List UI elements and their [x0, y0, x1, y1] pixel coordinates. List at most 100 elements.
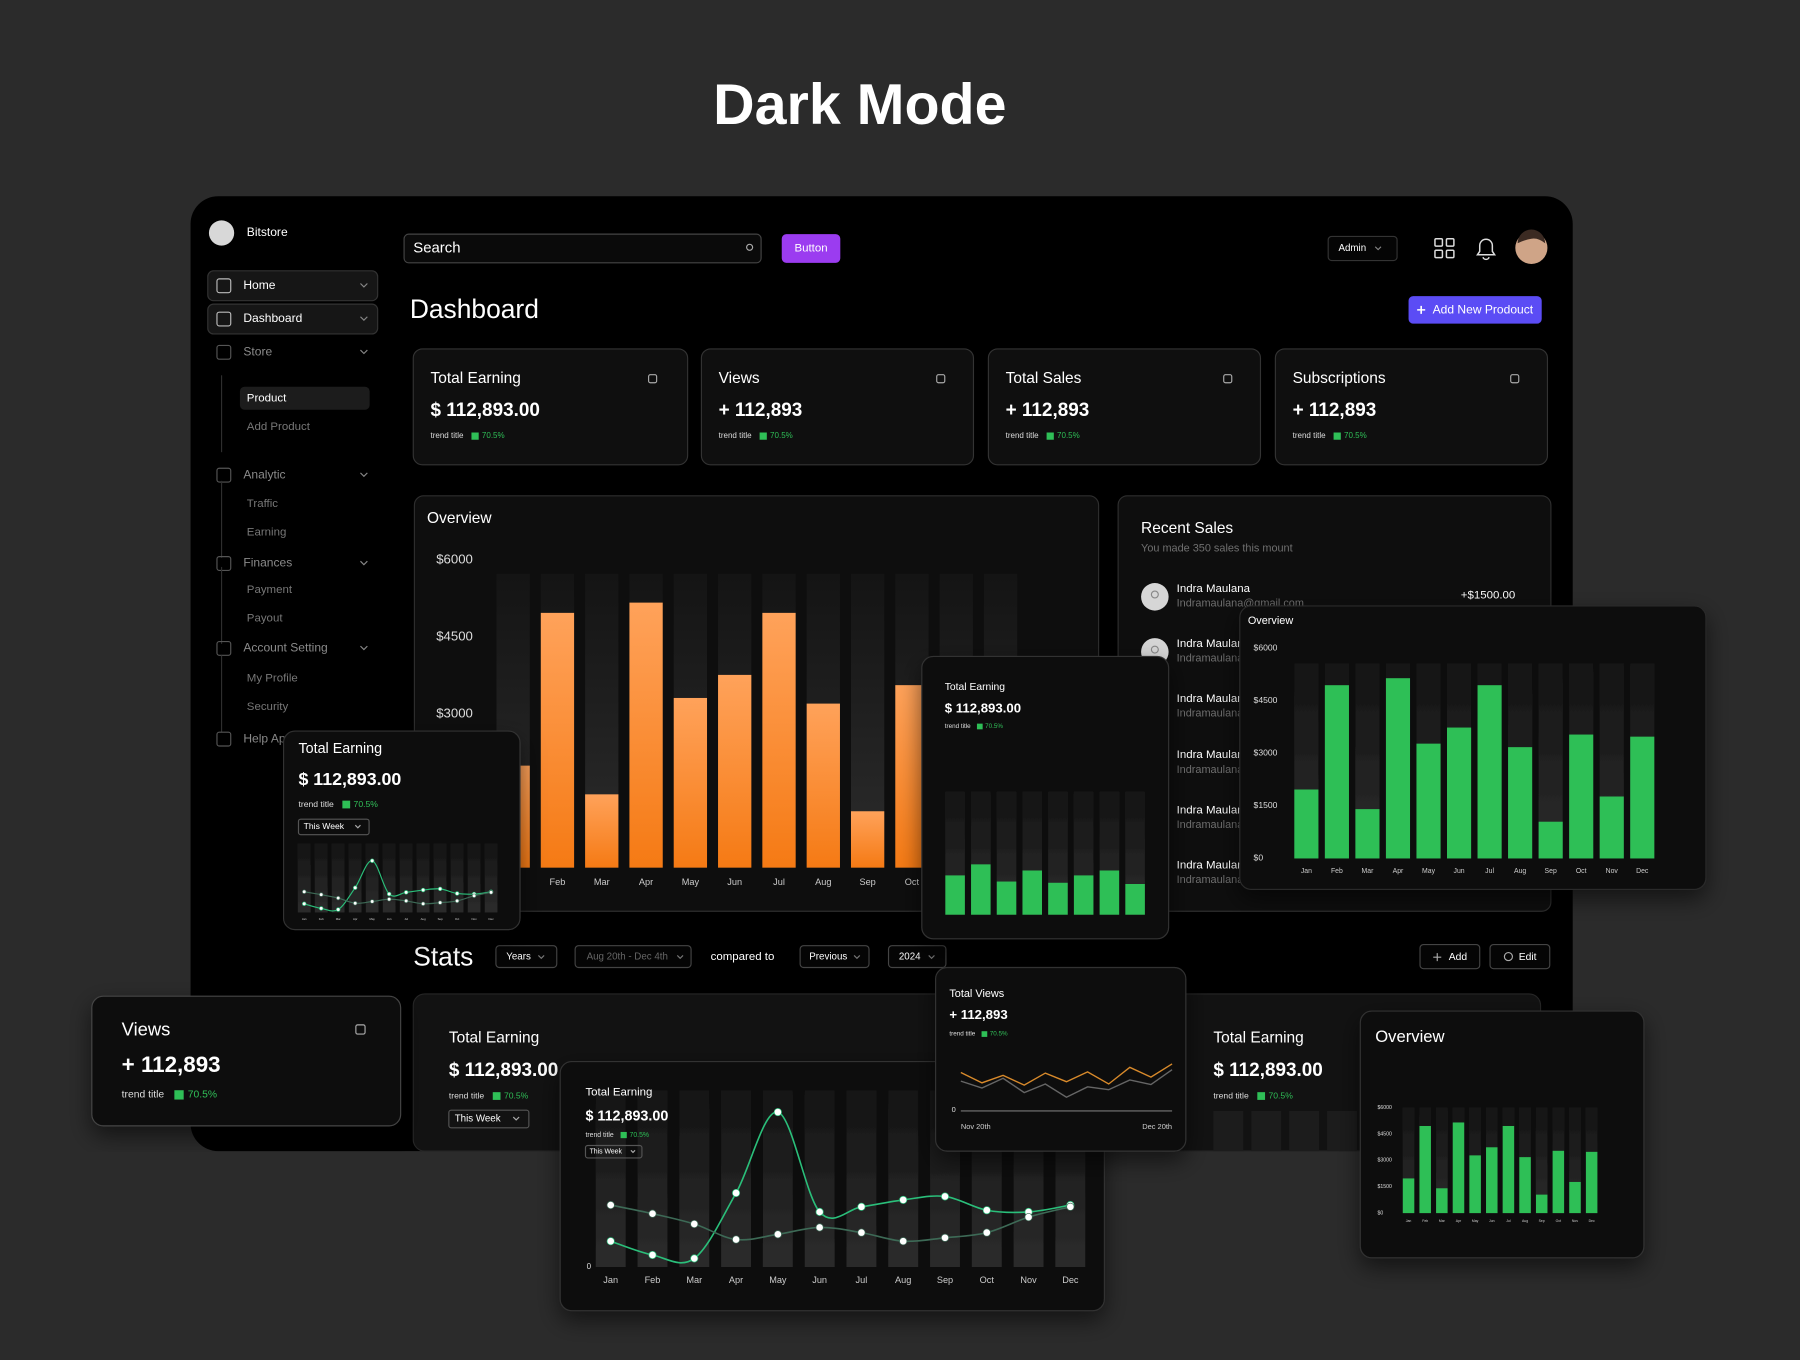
y-tick-label: $4500 [436, 628, 473, 643]
bell-icon[interactable] [1476, 238, 1497, 261]
bar [1402, 1178, 1415, 1214]
bar [1385, 678, 1411, 859]
menu-label[interactable]: Dashboard [243, 311, 302, 325]
column-track [1402, 1107, 1415, 1214]
faded-columns [1213, 1110, 1357, 1152]
filter-select[interactable] [584, 1144, 643, 1159]
menu-label[interactable]: Help Ap [243, 731, 285, 745]
menu-label[interactable]: Account Setting [243, 641, 327, 655]
select-label[interactable]: Previous [809, 952, 847, 963]
plus-icon [1433, 953, 1442, 962]
submenu-label[interactable]: Product [247, 392, 287, 404]
filter-label[interactable]: This Week [455, 1114, 501, 1125]
add-product-label[interactable]: Add New Prodouct [1433, 303, 1534, 317]
trend-icon [1257, 1092, 1266, 1100]
x-tick-label: Jun [1489, 1219, 1495, 1223]
page-title: Dark Mode [713, 73, 1006, 137]
point [336, 895, 341, 901]
point [899, 1237, 908, 1246]
submenu-label[interactable]: Security [247, 701, 289, 713]
edit-button[interactable] [1489, 943, 1551, 970]
point [982, 1206, 991, 1215]
filter-label[interactable]: This Week [304, 821, 345, 831]
role-label[interactable]: Admin [1339, 243, 1367, 254]
add-label[interactable]: Add [1449, 952, 1468, 963]
x-tick-label: Dec [489, 917, 495, 921]
filter-select[interactable] [448, 1109, 530, 1129]
x-tick-label: Nov [472, 917, 478, 921]
chart-title: Overview [1248, 615, 1294, 627]
select-label[interactable]: 2024 [899, 952, 921, 963]
submenu-label[interactable]: Traffic [247, 498, 278, 510]
trend-icon [342, 800, 351, 809]
trend-value: 70.5% [504, 1090, 529, 1100]
trend-icon [981, 1031, 988, 1037]
trend-label: trend title [1006, 431, 1040, 440]
y-tick-label: $6000 [1254, 643, 1278, 653]
filter-label[interactable]: This Week [590, 1149, 623, 1156]
submenu-label[interactable]: Earning [247, 527, 287, 539]
floating-card: Overview $0 $1500 $3000 $4500 $6000 Jan Feb Mar A… [1359, 1010, 1645, 1259]
role-select[interactable] [1327, 235, 1398, 262]
menu-item-bg[interactable] [207, 303, 379, 335]
y-tick-label: $0 [1378, 1210, 1384, 1216]
bar [1294, 789, 1319, 859]
trend-label: trend title [949, 1031, 975, 1038]
point [982, 1228, 991, 1237]
add-product-button[interactable] [1408, 296, 1542, 324]
line [960, 1063, 1173, 1086]
search-icon [746, 243, 754, 251]
point [857, 1202, 866, 1211]
column-track [416, 843, 430, 913]
select-label[interactable]: Years [506, 952, 531, 963]
menu-item-bg[interactable] [207, 270, 379, 302]
select[interactable] [574, 945, 692, 969]
filter-select[interactable] [297, 818, 370, 836]
x-tick-label: Nov [1020, 1275, 1037, 1285]
search-box[interactable] [403, 233, 762, 264]
select[interactable] [799, 945, 870, 969]
x-tick-label: Mar [1362, 868, 1375, 875]
card-value: $ 112,893.00 [945, 701, 1021, 716]
submenu-label[interactable]: Add Product [247, 421, 311, 433]
chevron [853, 955, 861, 960]
select[interactable] [495, 945, 558, 969]
point [773, 1108, 782, 1117]
point [940, 1233, 950, 1242]
card-title: Total Earning [945, 682, 1006, 693]
select-label[interactable]: Aug 20th - Dec 4th [587, 952, 668, 963]
menu-label[interactable]: Home [243, 278, 275, 292]
chart [945, 791, 1145, 915]
overview-panel: Overview$3000$4500$6000JanFebMarAprMayJu… [413, 495, 1100, 912]
stat-card-bg [412, 348, 689, 466]
point [386, 897, 392, 902]
submenu-label[interactable]: My Profile [247, 672, 298, 684]
menu-label[interactable]: Store [243, 345, 272, 359]
primary-button[interactable] [781, 234, 841, 263]
y-tick-label: 0 [952, 1105, 956, 1114]
add-button[interactable] [1419, 943, 1481, 970]
chevron [537, 955, 545, 960]
trend-icon [174, 1090, 184, 1100]
menu-label[interactable]: Analytic [243, 467, 285, 481]
select[interactable] [887, 945, 947, 969]
chart: Jan Feb Mar Apr May Jun Jul Aug Sep Oct Nov Dec [297, 843, 498, 921]
apps-icon[interactable] [1434, 237, 1455, 259]
submenu-label[interactable]: Payment [247, 584, 293, 596]
submenu-label[interactable]: Payout [247, 613, 284, 625]
point [437, 886, 443, 892]
card-title: Subscriptions [1293, 370, 1386, 387]
point [857, 1228, 866, 1237]
x-tick-label: Mar [686, 1275, 702, 1285]
primary-button-label[interactable]: Button [794, 243, 827, 255]
y-tick-label: $3000 [436, 705, 473, 720]
trend-value: 70.5% [990, 1031, 1008, 1038]
card-value: + 112,893 [122, 1052, 221, 1077]
customer-name: Indra Maulana [1177, 693, 1251, 705]
bar [1416, 743, 1441, 859]
menu-label[interactable]: Finances [243, 556, 292, 570]
search-placeholder[interactable]: Search [413, 239, 460, 256]
edit-label[interactable]: Edit [1519, 952, 1537, 963]
trend-value: 70.5% [1057, 431, 1080, 440]
